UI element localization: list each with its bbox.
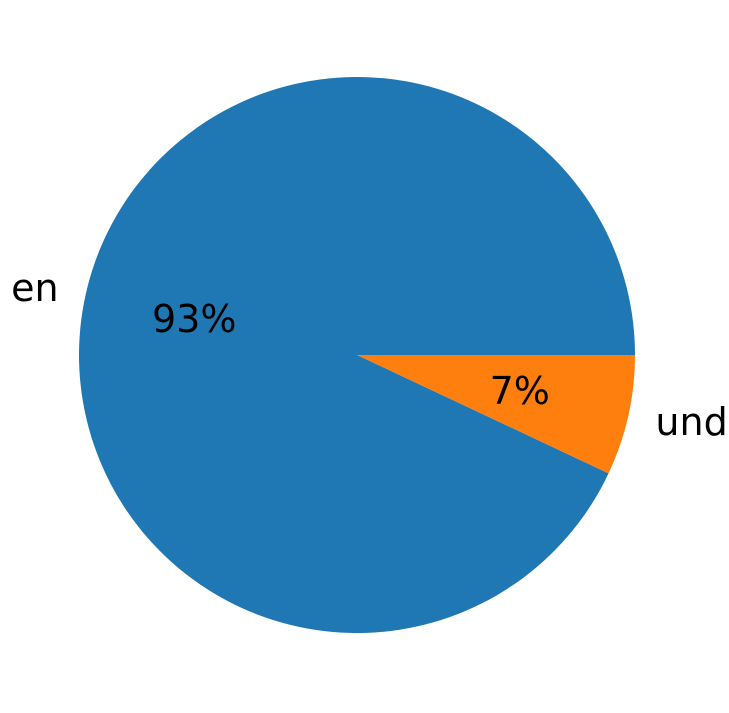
pie-slice-label-en: en — [11, 266, 59, 311]
pie-slice-label-und: und — [655, 399, 728, 444]
pie-slice-en — [79, 76, 635, 633]
pie-pct-label-en: 93% — [151, 296, 237, 341]
pie-pct-label-und: 7% — [489, 369, 550, 414]
pie-slice-und — [357, 355, 635, 474]
